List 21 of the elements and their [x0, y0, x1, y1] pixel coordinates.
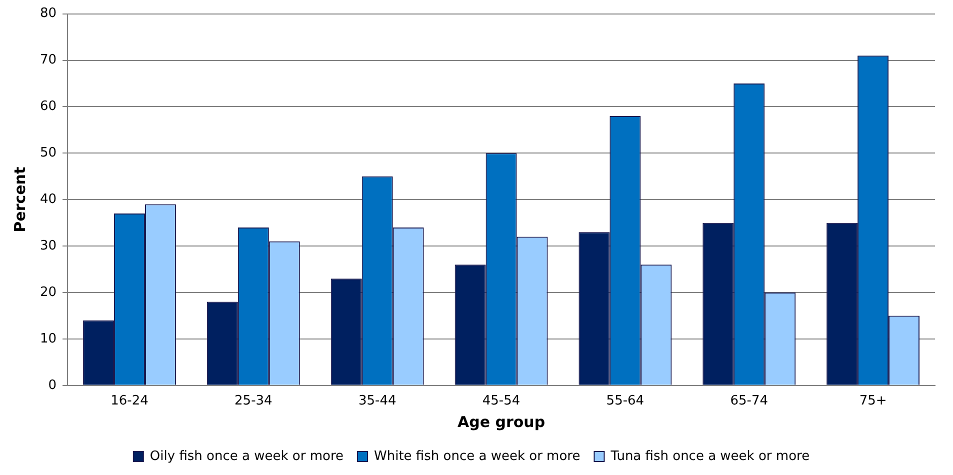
y-tick-label: 10: [40, 331, 57, 346]
y-tick-label: 70: [40, 52, 57, 68]
y-tick-label: 0: [48, 378, 57, 393]
x-tick-label: 16-24: [110, 394, 148, 409]
x-tick-label: 45-54: [482, 394, 520, 409]
x-tick-label: 75+: [859, 394, 887, 409]
y-tick-label: 50: [40, 146, 57, 161]
x-tick-label: 35-44: [358, 394, 396, 409]
y-tick-label: 30: [40, 238, 57, 254]
y-axis-title: Percent: [10, 166, 29, 232]
legend-label: White fish once a week or more: [374, 448, 580, 464]
x-tick-label: 55-64: [606, 394, 644, 409]
x-axis-title: Age group: [457, 412, 546, 431]
y-tick-label: 20: [40, 284, 57, 300]
legend-label: Tuna fish once a week or more: [610, 448, 810, 464]
y-tick-label: 60: [40, 99, 57, 114]
legend-label: Oily fish once a week or more: [150, 448, 344, 464]
x-tick-label: 25-34: [234, 394, 272, 409]
y-tick-label: 40: [40, 192, 57, 207]
x-tick-label: 65-74: [730, 394, 768, 409]
y-tick-label: 80: [40, 6, 57, 22]
